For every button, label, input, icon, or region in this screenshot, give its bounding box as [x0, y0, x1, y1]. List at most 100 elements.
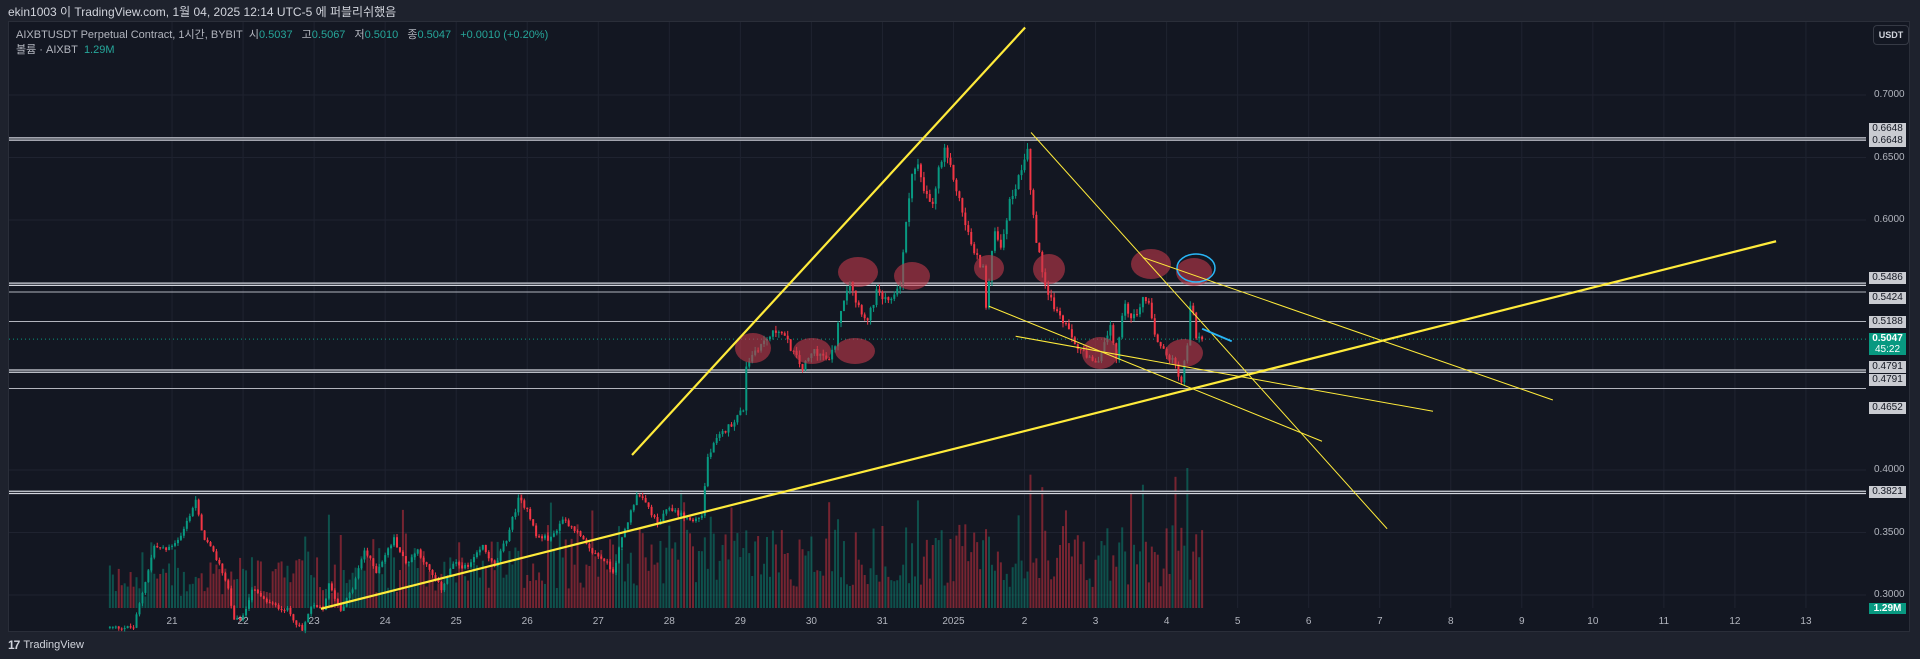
date-tick-label: 6 — [1305, 616, 1312, 627]
volume-bar — [597, 576, 600, 608]
candle-body — [384, 555, 387, 562]
volume-bar — [1008, 586, 1011, 608]
legend-ohlc: AIXBTUSDT Perpetual Contract, 1시간, BYBIT… — [16, 26, 554, 42]
volume-bar — [1035, 558, 1038, 608]
volume-bar — [129, 572, 132, 608]
volume-bar — [603, 561, 606, 608]
volume-bar — [437, 583, 440, 608]
legend-volume: 볼륨 · AIXBT 1.29M — [16, 41, 121, 57]
candle-body — [227, 580, 230, 589]
volume-bar — [964, 524, 967, 608]
candle-body — [517, 497, 520, 513]
volume-bar — [1144, 541, 1147, 608]
volume-bar — [996, 551, 999, 608]
volume-bar — [1183, 545, 1186, 608]
candle-body — [387, 548, 390, 556]
candle-body — [401, 551, 404, 557]
candle-body — [1153, 318, 1156, 335]
volume-bar — [591, 510, 594, 608]
candle-body — [1133, 314, 1136, 319]
candles — [108, 143, 1204, 634]
highlight-ellipse — [894, 262, 930, 290]
candle-body — [866, 318, 869, 321]
candle-body — [396, 537, 398, 548]
volume-bar — [390, 547, 393, 608]
volume-bar — [310, 575, 313, 608]
volume-bar — [760, 574, 763, 608]
volume-bar — [697, 551, 700, 608]
volume-bar — [1082, 541, 1085, 608]
volume-bar — [470, 570, 472, 608]
candle-body — [890, 298, 893, 301]
volume-bar — [499, 549, 502, 608]
volume-bar — [188, 584, 191, 608]
volume-bar — [1062, 526, 1064, 608]
candle-body — [848, 281, 851, 291]
candle-body — [508, 529, 511, 541]
candle-body — [481, 544, 484, 550]
tv-logo-text: TradingView — [23, 639, 84, 651]
volume-label[interactable]: 볼륨 · AIXBT — [16, 44, 78, 56]
candle-body — [206, 539, 209, 543]
tradingview-logo[interactable]: 17 TradingView — [8, 638, 84, 652]
volume-bar — [114, 591, 117, 608]
volume-bar — [452, 575, 455, 608]
volume-bar — [150, 542, 153, 608]
volume-bar — [1014, 563, 1017, 608]
date-tick-label: 25 — [450, 616, 462, 627]
candle-body — [117, 626, 120, 629]
candle-body — [286, 607, 289, 611]
highlight-ellipse — [838, 257, 878, 287]
volume-bar — [523, 587, 526, 608]
volume-bar — [899, 575, 902, 608]
candle-body — [230, 588, 233, 606]
candle-body — [532, 519, 535, 526]
candle-body — [295, 620, 298, 625]
symbol-name[interactable]: AIXBTUSDT Perpetual Contract, 1시간, BYBIT — [16, 29, 243, 41]
volume-bar — [138, 588, 141, 608]
volume-bar — [1076, 535, 1079, 608]
volume-bar — [384, 559, 387, 608]
candle-body — [197, 499, 200, 515]
candle-body — [123, 628, 126, 630]
volume-bar — [256, 560, 259, 608]
volume-bar — [464, 576, 467, 608]
candle-body — [1118, 337, 1121, 360]
volume-bar — [517, 550, 520, 608]
volume-bar — [144, 596, 147, 608]
volume-bar — [1192, 551, 1195, 608]
volume-bar — [564, 539, 567, 608]
candle-body — [1198, 336, 1201, 339]
candle-body — [452, 563, 455, 569]
candle-body — [144, 582, 147, 593]
price-tick-label: 0.3500 — [1874, 526, 1905, 538]
candle-body — [976, 253, 979, 255]
candle-body — [236, 618, 239, 620]
candle-body — [896, 288, 899, 295]
candle-body — [478, 549, 481, 553]
volume-bar — [339, 535, 342, 608]
candle-body — [120, 628, 123, 630]
volume-bar — [650, 544, 653, 608]
volume-bar — [623, 581, 626, 608]
candle-body — [937, 167, 940, 189]
candle-body — [712, 443, 715, 453]
volume-bar — [132, 586, 135, 608]
volume-bar — [203, 591, 206, 608]
candle-body — [458, 562, 461, 566]
volume-bar — [552, 551, 555, 608]
candle-body — [606, 561, 609, 563]
candle-body — [615, 562, 618, 573]
volume-bar — [931, 545, 934, 608]
volume-bar — [455, 582, 458, 608]
volume-bar — [1177, 550, 1180, 608]
volume-bar — [419, 550, 422, 608]
volume-bar — [221, 594, 224, 608]
volume-bar — [629, 552, 632, 608]
volume-bar — [541, 580, 544, 608]
volume-bar — [1171, 525, 1174, 608]
candle-body — [398, 547, 401, 552]
candle-body — [1121, 315, 1124, 338]
currency-button[interactable]: USDT — [1873, 25, 1909, 45]
